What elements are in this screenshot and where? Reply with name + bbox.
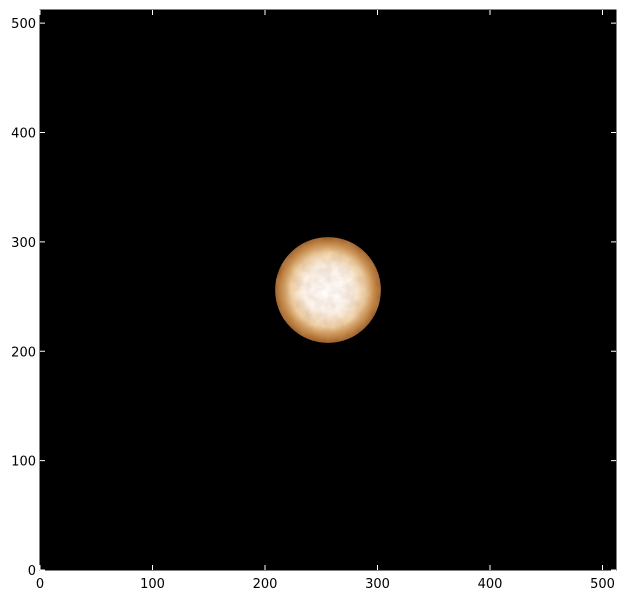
x-tick-label: 0 <box>36 577 44 592</box>
x-tick-label: 500 <box>590 577 615 592</box>
axes-frame <box>39 9 617 571</box>
y-tick-label: 300 <box>11 236 36 251</box>
x-tick-label: 400 <box>478 577 503 592</box>
x-axis-ticks: 0 100 200 300 400 500 <box>36 10 615 592</box>
x-tick-label: 200 <box>253 577 278 592</box>
x-tick-label: 300 <box>365 577 390 592</box>
y-tick-label: 500 <box>11 17 36 32</box>
y-tick-label: 100 <box>11 455 36 470</box>
y-tick-label: 200 <box>11 345 36 360</box>
y-tick-label: 400 <box>11 127 36 142</box>
bright-disk <box>275 237 381 343</box>
y-axis-ticks: 0 100 200 300 400 500 <box>11 17 616 579</box>
x-tick-label: 100 <box>140 577 165 592</box>
y-tick-label: 0 <box>28 564 36 579</box>
